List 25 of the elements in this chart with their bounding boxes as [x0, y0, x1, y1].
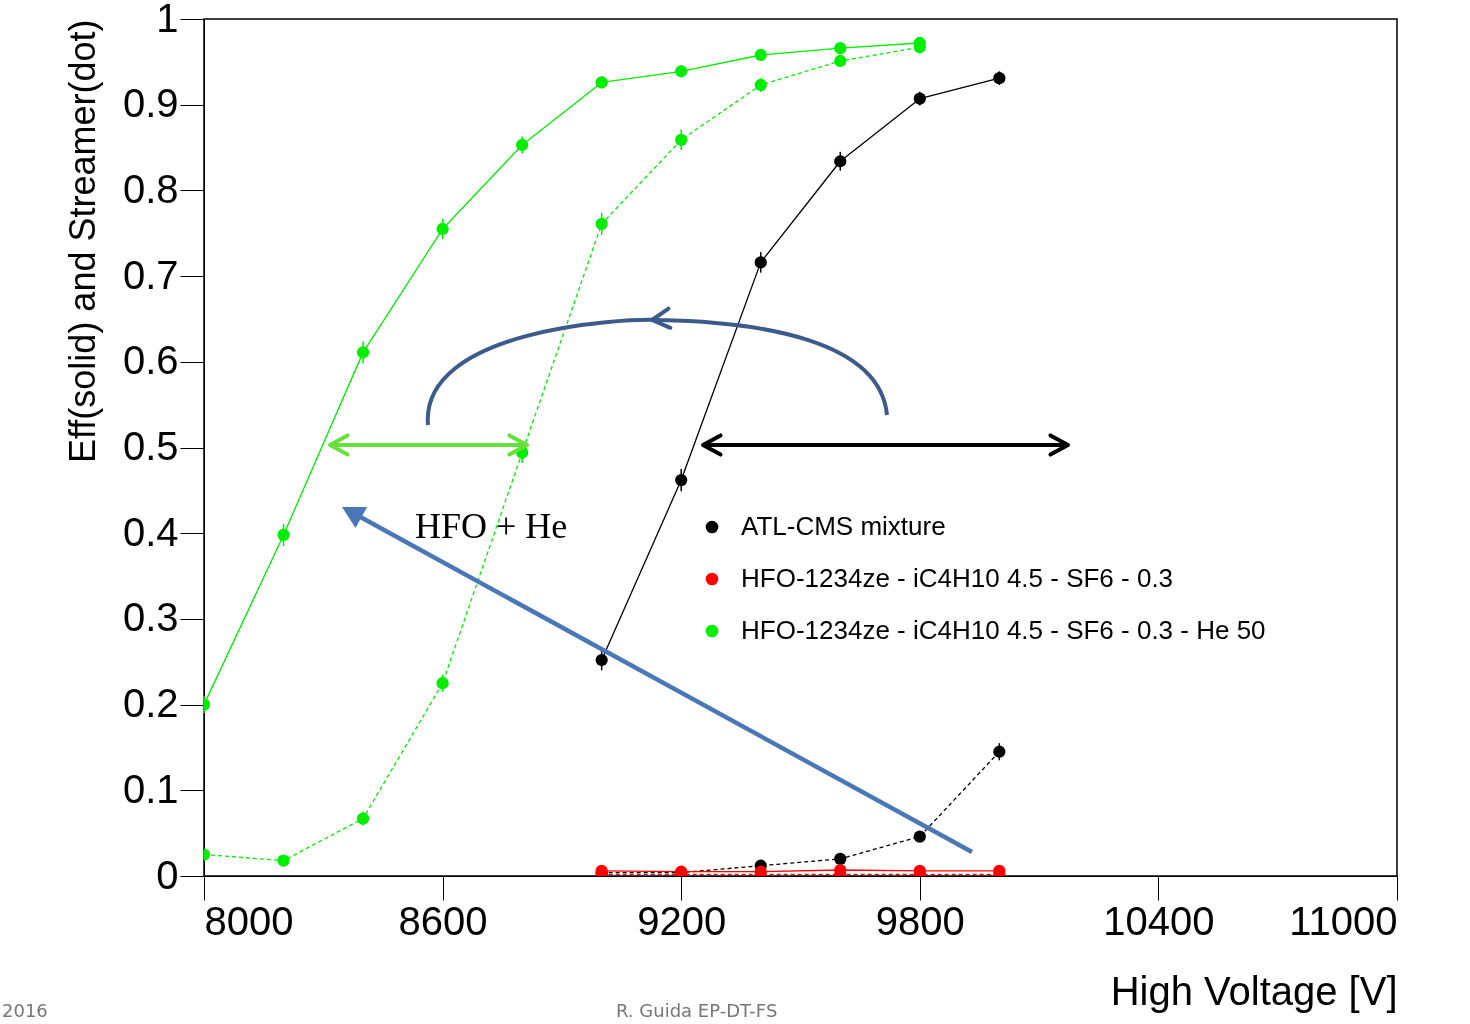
- y-tick-label: 0.8: [122, 166, 179, 211]
- text: R. Guida EP-DT-FS: [616, 1000, 778, 1021]
- x-tick-label: 9800: [875, 898, 965, 943]
- y-tick-label: 0.1: [122, 766, 179, 811]
- annotation: HFO + He: [415, 505, 568, 547]
- y-tick-label: 0.5: [122, 424, 179, 468]
- y-tick-label: 0.2: [122, 681, 179, 726]
- y-tick-label: 0.7: [122, 252, 179, 297]
- legend-label: HFO-1234ze - iC4H10 4.5 - SF6 - 0.3: [741, 563, 1174, 593]
- x-tick-label: 8000: [204, 898, 294, 943]
- y-tick-label: 0.4: [122, 509, 179, 554]
- x-tick-label: 10400: [1103, 898, 1215, 943]
- legend-label: ATL-CMS mixture: [741, 511, 946, 541]
- y-axis-title: Eff(solid) and Streamer(dot): [61, 19, 103, 464]
- y-tick-label: 1: [156, 0, 179, 40]
- legend-label: HFO-1234ze - iC4H10 4.5 - SF6 - 0.3 - He 50: [741, 615, 1266, 645]
- text: 2016: [2, 1000, 48, 1021]
- y-tick-label: 0.9: [122, 81, 179, 126]
- x-axis-title: High Voltage [V]: [1110, 968, 1398, 1013]
- y-tick-label: 0: [156, 852, 179, 897]
- y-tick-label: 0.6: [122, 338, 179, 383]
- x-tick-label: 9200: [637, 898, 727, 943]
- x-tick-label: 8600: [398, 898, 488, 943]
- y-tick-label: 0.3: [122, 595, 179, 640]
- x-tick-label: 11000: [1289, 898, 1398, 943]
